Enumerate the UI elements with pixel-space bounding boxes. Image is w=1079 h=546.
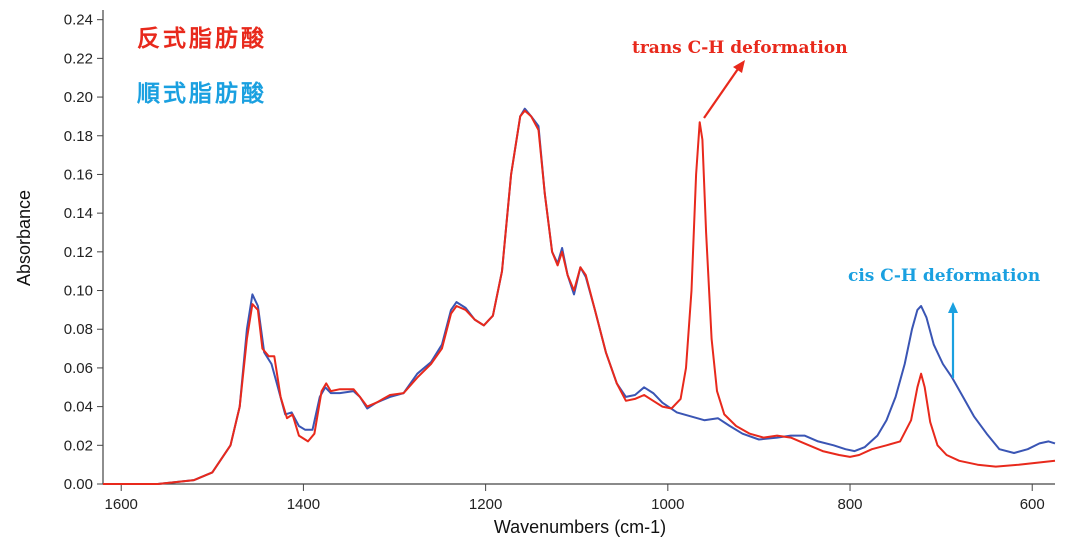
x-tick-label: 1600 <box>105 496 138 513</box>
y-tick-label: 0.12 <box>64 244 93 261</box>
x-tick-label: 800 <box>838 496 863 513</box>
trans-annotation: trans C-H deformation <box>632 38 848 119</box>
y-axis-label: Absorbance <box>14 190 34 286</box>
series-line-cis <box>103 107 1056 485</box>
x-axis-label: Wavenumbers (cm-1) <box>494 517 666 537</box>
y-tick-label: 0.04 <box>64 399 93 416</box>
x-tick-label: 1200 <box>469 496 502 513</box>
y-tick-label: 0.10 <box>64 283 93 300</box>
y-tick-label: 0.14 <box>64 205 93 222</box>
x-tick-label: 1400 <box>287 496 320 513</box>
series-layer <box>103 107 1056 485</box>
y-tick-label: 0.24 <box>64 12 93 29</box>
x-tick-label: 1000 <box>651 496 684 513</box>
x-tick-label: 600 <box>1020 496 1045 513</box>
y-tick-label: 0.22 <box>64 50 93 67</box>
y-tick-label: 0.20 <box>64 89 93 106</box>
y-tick-label: 0.00 <box>64 476 93 493</box>
y-tick-label: 0.06 <box>64 360 93 377</box>
y-tick-label: 0.16 <box>64 166 93 183</box>
trans-arrow <box>703 65 741 119</box>
cis-arrowhead <box>948 302 958 313</box>
y-tick-label: 0.02 <box>64 437 93 454</box>
y-tick-label: 0.18 <box>64 128 93 145</box>
legend-cis: 順式脂肪酸 <box>137 80 267 107</box>
series-line-trans <box>103 109 1056 485</box>
y-tick-label: 0.08 <box>64 321 93 338</box>
legend-trans: 反式脂肪酸 <box>137 25 267 52</box>
trans-arrowhead <box>733 60 745 73</box>
y-axis: 0.00 0.02 0.04 0.06 0.08 0.10 0.12 0.14 0.16 0.18… <box>64 12 103 493</box>
cis-annotation-label: cis C-H deformation <box>848 266 1040 286</box>
trans-annotation-label: trans C-H deformation <box>632 38 848 58</box>
cis-annotation: cis C-H deformation <box>848 266 1040 378</box>
x-axis: 1600 1400 1200 1000 800 600 <box>105 484 1045 513</box>
